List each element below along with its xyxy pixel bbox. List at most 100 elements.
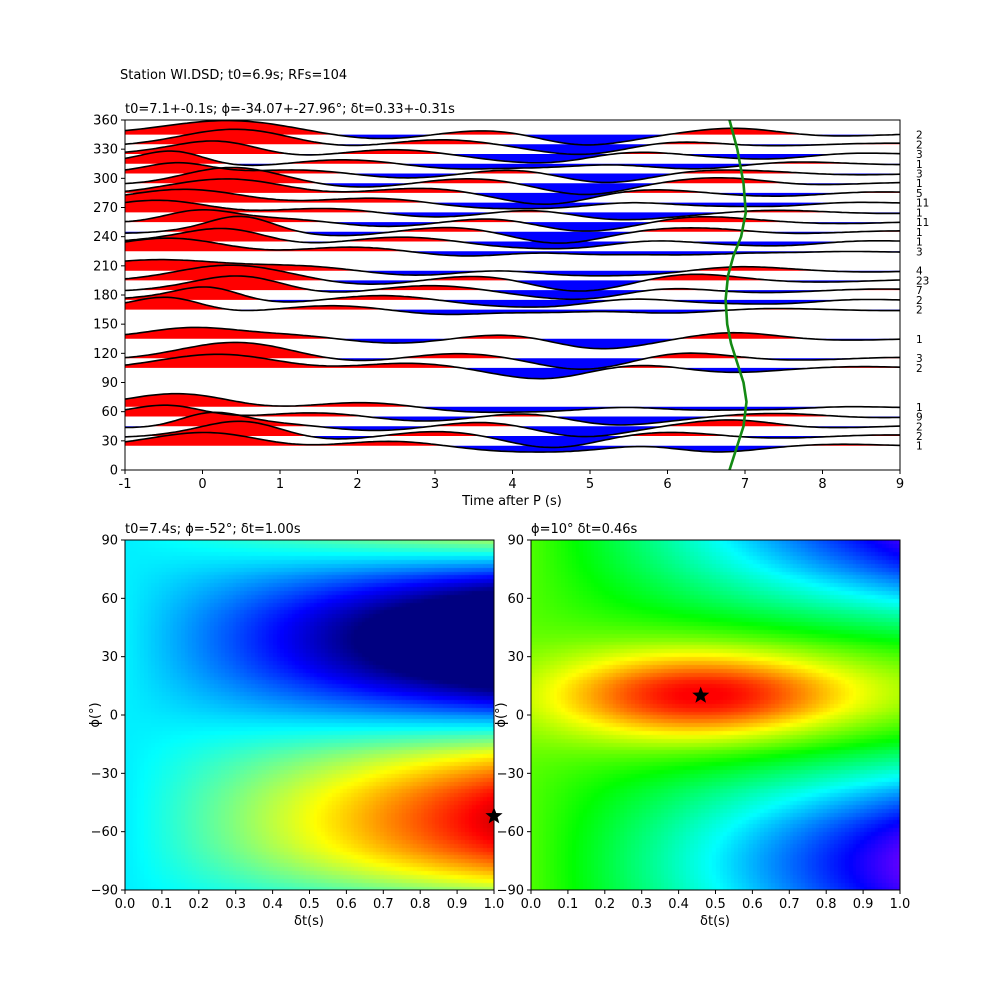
heatmap-x-tick-label: 0.7 [373, 897, 394, 912]
bin-count-label: 1 [916, 402, 923, 414]
rf-trace-line [125, 326, 900, 350]
rf-trace-line [125, 237, 900, 257]
top-y-tick-label: 150 [93, 318, 118, 333]
rf-positive-fill [125, 167, 900, 184]
top-y-tick-label: 60 [101, 405, 118, 420]
left-best-star [485, 807, 503, 824]
rf-trace-line [125, 411, 900, 438]
bin-count-label: 23 [916, 275, 929, 287]
heatmap-y-tick-label: 0 [110, 709, 118, 724]
left-axes: 0.0 0.1 0.2 0.3 0.4 0.5 0.6 0.7 0.8 0.9 1.0 −90 −60 −… [91, 534, 505, 913]
rf-negative-fill [125, 241, 900, 249]
top-x-tick-label: 6 [663, 477, 671, 492]
bin-count-label: 9 [916, 412, 923, 424]
top-x-tick-label: 9 [896, 477, 904, 492]
rf-positive-fill [125, 238, 900, 252]
bin-count-label: 11 [916, 217, 929, 229]
bin-count-label: 3 [916, 149, 923, 161]
top-y-tick-label: 330 [93, 143, 118, 158]
bin-count-label: 2 [916, 295, 923, 307]
heatmap-y-tick-label: 90 [101, 534, 118, 549]
left-heatmap [125, 540, 494, 890]
t0-curve [724, 120, 748, 470]
bin-count-label: 2 [916, 421, 923, 433]
heatmap-x-tick-label: 0.0 [521, 897, 542, 912]
rf-positive-fill [125, 265, 900, 281]
bin-count-label: 1 [916, 207, 923, 219]
heatmap-x-tick-label: 0.3 [225, 897, 246, 912]
rf-trace-line [125, 120, 900, 146]
heatmap-x-tick-label: 0.8 [410, 897, 431, 912]
right-axes: 0.0 0.1 0.2 0.3 0.4 0.5 0.6 0.7 0.8 0.9 1.0 −90 −60 −… [497, 534, 911, 913]
bin-count-label: 3 [916, 246, 923, 258]
left-x-axis-label: δt(s) [294, 914, 324, 929]
heatmap-x-tick-label: 1.0 [890, 897, 911, 912]
heatmap-x-tick-label: 0.8 [816, 897, 837, 912]
bin-count-label: 3 [916, 168, 923, 180]
rf-positive-fill [125, 393, 900, 407]
rf-trace-line [125, 227, 900, 250]
heatmap-y-tick-label: 0 [516, 709, 524, 724]
bin-count-label: 2 [916, 139, 923, 151]
rf-trace-line [125, 392, 900, 414]
bin-count-label: 2 [916, 305, 923, 317]
rf-positive-fill [125, 354, 900, 368]
right-best-star [692, 686, 710, 703]
rf-trace-line [125, 140, 900, 164]
rf-positive-fill [125, 259, 900, 271]
heatmap-x-tick-label: 0.3 [631, 897, 652, 912]
rf-trace-line [125, 188, 900, 210]
top-x-tick-label: 3 [431, 477, 439, 492]
bin-count-label: 11 [916, 198, 929, 210]
rf-trace-line [125, 215, 900, 244]
top-y-tick-label: 180 [93, 289, 118, 304]
top-y-tick-label: 90 [101, 376, 118, 391]
bin-count-label: 1 [916, 159, 923, 171]
heatmap-x-tick-label: 0.2 [594, 897, 615, 912]
heatmap-x-tick-label: 0.0 [115, 897, 136, 912]
rf-negative-fill [125, 202, 900, 209]
top-y-tick-label: 300 [93, 172, 118, 187]
rf-trace-line [125, 420, 900, 449]
rf-trace-line [125, 178, 900, 205]
rf-positive-fill [125, 432, 900, 446]
heatmap-y-tick-label: −60 [497, 825, 524, 840]
rf-trace-line [125, 275, 900, 301]
top-y-tick-label: 0 [110, 464, 118, 479]
heatmap-y-tick-label: −60 [91, 825, 118, 840]
top-y-tick-label: 360 [93, 114, 118, 129]
heatmap-x-tick-label: 0.6 [742, 897, 763, 912]
rf-traces [125, 120, 900, 470]
bin-count-label: 7 [916, 285, 923, 297]
heatmap-x-tick-label: 0.5 [299, 897, 320, 912]
bin-count-label: 1 [916, 178, 923, 190]
heatmap-x-tick-label: 0.9 [853, 897, 874, 912]
top-x-tick-label: 4 [508, 477, 516, 492]
bin-count-label: 2 [916, 130, 923, 142]
rf-trace-line [125, 150, 900, 170]
heatmap-y-tick-label: −90 [497, 884, 524, 899]
top-axes: -1 0 1 2 3 4 5 6 7 8 90306090120150180210240270300… [93, 114, 904, 493]
heatmap-x-tick-label: 0.4 [262, 897, 283, 912]
rf-positive-fill [125, 327, 900, 339]
rf-positive-fill [125, 200, 900, 213]
rf-negative-fill [125, 309, 900, 315]
rf-trace-line [125, 353, 900, 380]
rf-negative-fill [125, 406, 900, 413]
rf-trace-line [125, 341, 900, 370]
bin-count-label: 1 [916, 237, 923, 249]
heatmap-x-tick-label: 0.1 [152, 897, 173, 912]
right-x-axis-label: δt(s) [700, 914, 730, 929]
rf-positive-fill [125, 120, 900, 135]
heatmap-x-tick-label: 0.1 [558, 897, 579, 912]
right-heatmap [531, 540, 900, 890]
bin-count-label: 4 [916, 266, 923, 278]
bin-count-label: 5 [916, 188, 923, 200]
top-x-tick-label: -1 [119, 477, 132, 492]
top-x-tick-label: 7 [741, 477, 749, 492]
figure-title: Station WI.DSD; t0=6.9s; RFs=104 [120, 68, 347, 83]
top-x-tick-label: 5 [586, 477, 594, 492]
heatmap-y-tick-label: 90 [507, 534, 524, 549]
bin-count-label: 3 [916, 353, 923, 365]
